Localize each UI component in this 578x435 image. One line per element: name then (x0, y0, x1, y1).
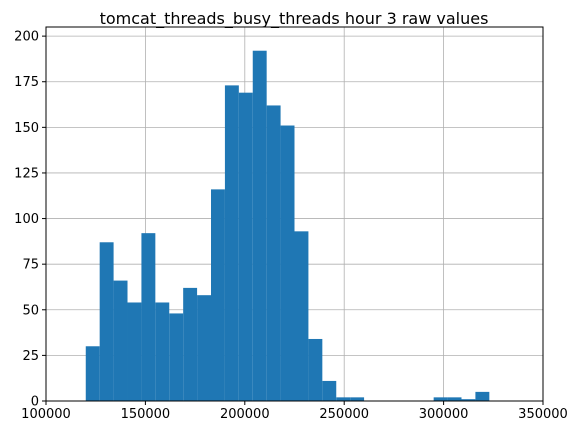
y-tick-label: 125 (14, 166, 39, 181)
histogram-bar (197, 295, 212, 401)
histogram-bar (113, 280, 128, 401)
histogram-bar (475, 391, 490, 401)
y-tick-label: 175 (14, 75, 39, 90)
histogram-bar (294, 231, 309, 401)
histogram-bar (183, 287, 198, 401)
y-tick-label: 25 (22, 349, 39, 364)
histogram-bar (211, 189, 225, 401)
histogram-bar (169, 313, 184, 401)
histogram-bar (447, 397, 462, 401)
histogram-bar (238, 92, 253, 402)
x-tick-label: 350000 (518, 407, 568, 422)
x-axis: 100000 150000 200000 250000 300000 350000 (21, 401, 568, 422)
histogram-bar (141, 233, 156, 401)
x-tick-label: 300000 (419, 407, 469, 422)
histogram-bar (252, 50, 267, 401)
histogram-bar (308, 338, 323, 401)
y-tick-label: 0 (31, 395, 39, 410)
histogram-bar (433, 397, 448, 401)
histogram-bar (336, 397, 351, 401)
plot-frame (45, 26, 544, 402)
y-tick-label: 150 (14, 121, 39, 136)
histogram-bar (85, 346, 100, 401)
histogram-bar (322, 380, 337, 401)
chart-title: tomcat_threads_busy_threads hour 3 raw v… (100, 9, 489, 29)
histogram-bar (224, 85, 239, 401)
y-tick-label: 50 (22, 303, 39, 318)
x-tick-label: 200000 (220, 407, 270, 422)
histogram-bar (155, 302, 170, 401)
x-tick-label: 150000 (121, 407, 171, 422)
y-axis: 0 25 50 75 100 125 150 175 200 (14, 30, 46, 410)
histogram-bar (127, 302, 142, 401)
bars (85, 50, 490, 402)
histogram-bar (280, 125, 295, 401)
histogram-bar (350, 397, 365, 401)
histogram-bar (461, 399, 476, 401)
x-tick-label: 250000 (319, 407, 369, 422)
histogram-bar (99, 242, 114, 401)
x-tick-label: 100000 (21, 407, 71, 422)
histogram-bar (266, 105, 281, 401)
y-tick-label: 75 (22, 258, 39, 273)
y-tick-label: 100 (14, 212, 39, 227)
y-tick-label: 200 (14, 30, 39, 45)
